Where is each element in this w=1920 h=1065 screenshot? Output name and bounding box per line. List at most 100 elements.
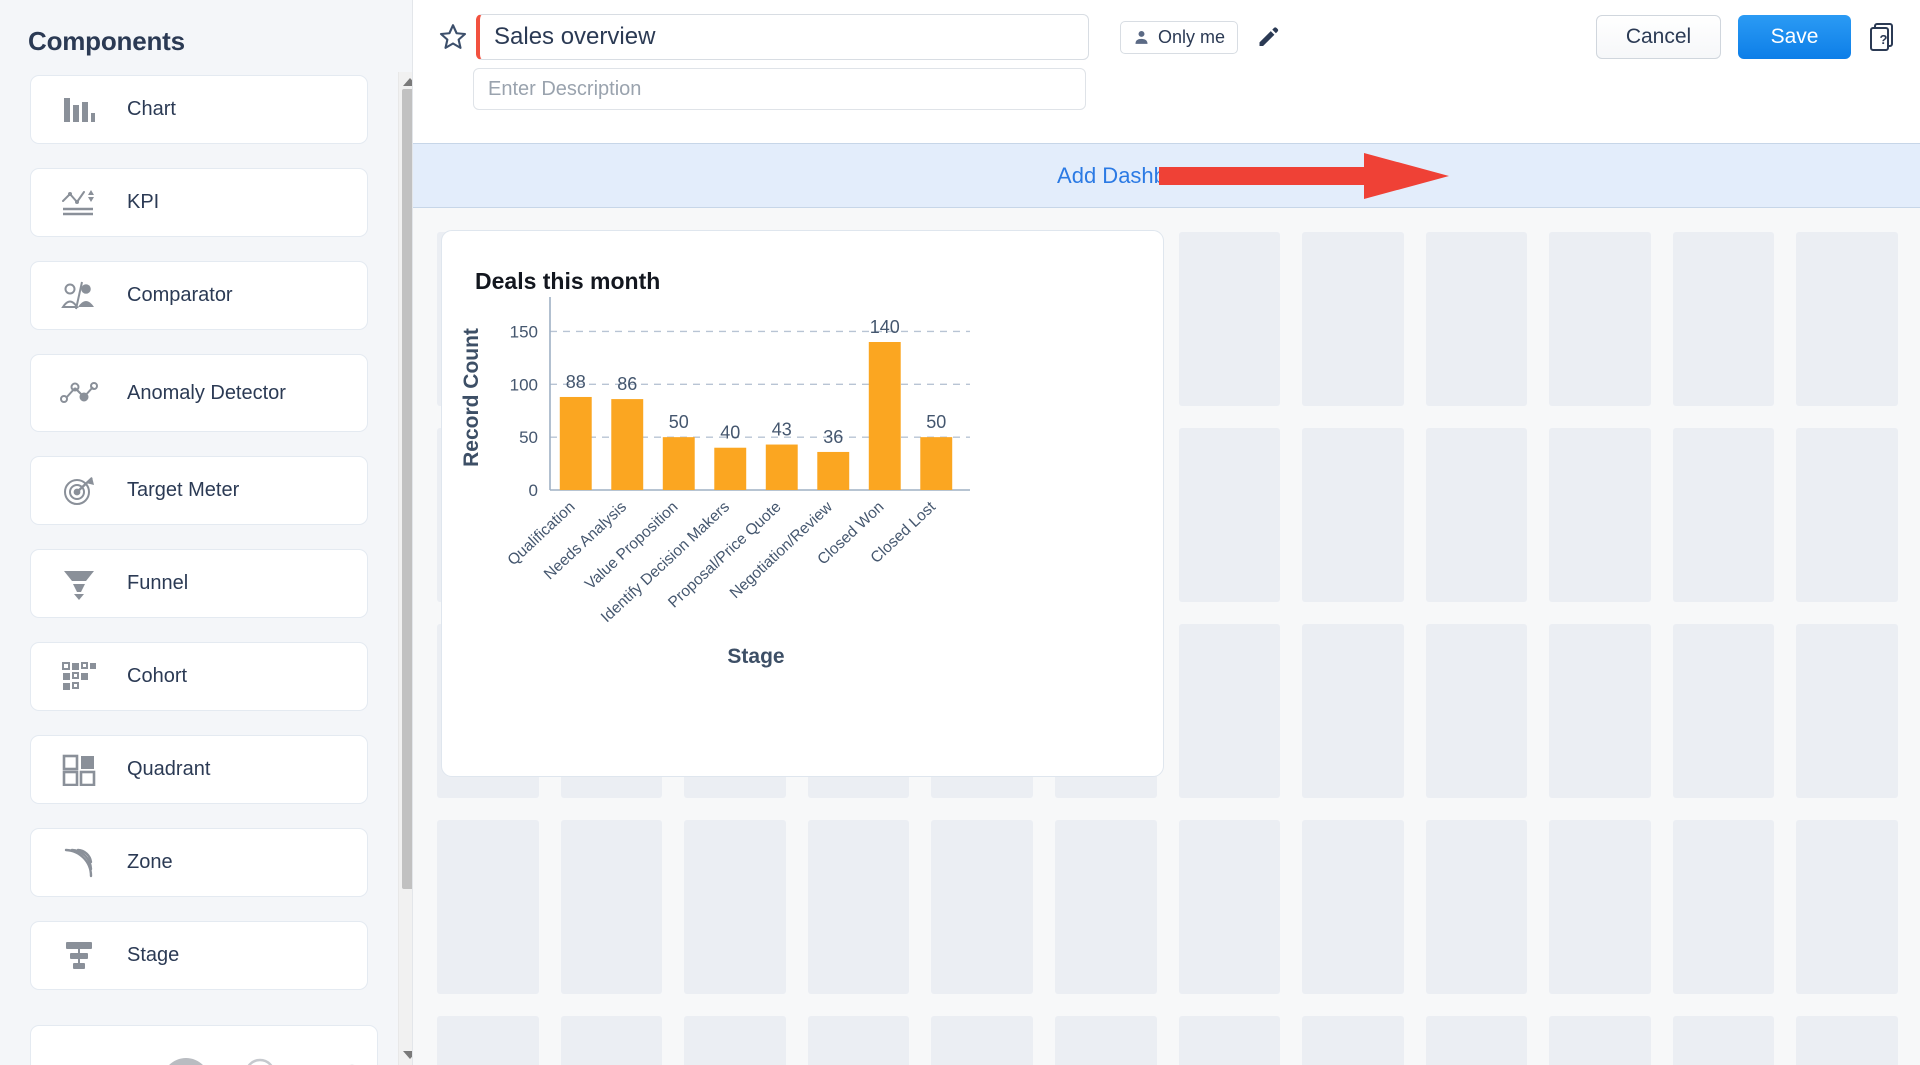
chart-widget-card[interactable]: Deals this month 0 50 100 150 88 86 50 40 43 36 14…	[441, 230, 1164, 777]
grid-placeholder-cell[interactable]	[1302, 1016, 1404, 1065]
grid-placeholder-cell[interactable]	[1425, 624, 1528, 798]
sidebar-item-zone[interactable]: Zone	[30, 828, 368, 897]
scrollbar-thumb[interactable]	[402, 89, 412, 889]
visibility-label: Only me	[1158, 26, 1226, 47]
grid-placeholder-cell[interactable]	[1054, 820, 1157, 994]
chart-plot-area: 0 50 100 150 88 86 50 40 43 36 140 50 Qualification N…	[442, 295, 1163, 775]
grid-placeholder-cell[interactable]	[1796, 624, 1898, 798]
scroll-up-arrow-icon[interactable]	[403, 78, 412, 86]
visibility-selector[interactable]: Only me	[1120, 20, 1239, 54]
kpi-icon	[31, 188, 127, 218]
grid-placeholder-cell[interactable]	[1672, 820, 1775, 994]
svg-text:43: 43	[772, 420, 792, 440]
grid-placeholder-cell[interactable]	[1549, 428, 1651, 602]
sidebar-item-chart[interactable]: Chart	[30, 75, 368, 144]
grid-placeholder-cell[interactable]	[1178, 1016, 1281, 1065]
dashboard-title-input[interactable]	[476, 14, 1089, 60]
grid-placeholder-cell[interactable]	[560, 1016, 663, 1065]
zone-icon	[31, 847, 127, 879]
toolbar-primary-row: Only me Cancel Save ?	[413, 0, 1920, 64]
sidebar-item-anomaly-detector[interactable]: Anomaly Detector	[30, 354, 368, 432]
svg-text:Record Count: Record Count	[460, 328, 483, 467]
svg-text:0: 0	[529, 481, 538, 500]
dashboard-toolbar: Only me Cancel Save ?	[413, 0, 1920, 143]
components-sidebar: Components Chart	[0, 0, 412, 1065]
grid-placeholder-cell[interactable]	[1425, 1016, 1528, 1065]
grid-placeholder-cell[interactable]	[807, 1016, 910, 1065]
grid-placeholder-cell[interactable]	[1796, 428, 1898, 602]
scroll-down-arrow-icon[interactable]	[403, 1051, 412, 1059]
grid-placeholder-cell[interactable]	[1672, 624, 1775, 798]
grid-placeholder-cell[interactable]	[1302, 232, 1404, 406]
svg-text:50: 50	[926, 412, 946, 432]
sidebar-item-cohort[interactable]: Cohort	[30, 642, 368, 711]
grid-placeholder-cell[interactable]	[1549, 232, 1651, 406]
grid-placeholder-cell[interactable]	[1796, 820, 1898, 994]
sidebar-item-funnel[interactable]: Funnel	[30, 549, 368, 618]
toolbar-actions: Cancel Save ?	[1596, 15, 1920, 59]
grid-placeholder-cell[interactable]	[1549, 820, 1651, 994]
grid-placeholder-cell[interactable]	[1672, 1016, 1775, 1065]
grid-placeholder-cell[interactable]	[1178, 232, 1281, 406]
target-meter-icon	[31, 475, 127, 507]
svg-text:36: 36	[823, 427, 843, 447]
sidebar-item-target-meter[interactable]: Target Meter	[30, 456, 368, 525]
edit-pencil-icon[interactable]	[1256, 25, 1280, 49]
grid-placeholder-cell[interactable]	[684, 820, 786, 994]
grid-placeholder-cell[interactable]	[1796, 232, 1898, 406]
grid-placeholder-cell[interactable]	[1425, 232, 1528, 406]
grid-placeholder-cell[interactable]	[1549, 1016, 1651, 1065]
sidebar-scrollbar[interactable]	[398, 72, 412, 1065]
grid-placeholder-cell[interactable]	[684, 1016, 786, 1065]
sidebar-item-label: Stage	[127, 944, 180, 966]
dashboard-canvas: Deals this month 0 50 100 150 88 86 50 40 43 36 14…	[413, 208, 1920, 1065]
add-dashboard-filters-link[interactable]: Add Dashboard Filters	[1057, 162, 1276, 188]
svg-text:50: 50	[669, 412, 689, 432]
grid-placeholder-cell[interactable]	[1796, 1016, 1898, 1065]
svg-text:150: 150	[510, 322, 538, 341]
grid-placeholder-cell[interactable]	[1425, 428, 1528, 602]
sidebar-item-stage[interactable]: Stage	[30, 921, 368, 990]
help-docs-icon[interactable]: ?	[1868, 22, 1896, 52]
sidebar-item-partial-next[interactable]	[30, 1025, 378, 1065]
sidebar-item-quadrant[interactable]: Quadrant	[30, 735, 368, 804]
grid-placeholder-cell[interactable]	[1302, 624, 1404, 798]
svg-text:88: 88	[566, 372, 586, 392]
grid-placeholder-cell[interactable]	[1549, 624, 1651, 798]
save-button[interactable]: Save	[1738, 15, 1851, 59]
grid-placeholder-cell[interactable]	[1178, 820, 1281, 994]
sidebar-title: Components	[28, 26, 185, 56]
grid-placeholder-cell[interactable]	[1672, 232, 1775, 406]
bar-chart-icon	[31, 95, 127, 125]
grid-placeholder-cell[interactable]	[1672, 428, 1775, 602]
grid-placeholder-cell[interactable]	[1425, 820, 1528, 994]
grid-placeholder-cell[interactable]	[1302, 820, 1404, 994]
grid-placeholder-cell[interactable]	[437, 820, 539, 994]
add-component-illustration-icon	[169, 1058, 355, 1065]
dashboard-title-field-wrap	[476, 14, 1089, 60]
grid-placeholder-cell[interactable]	[560, 820, 663, 994]
grid-placeholder-cell[interactable]	[931, 1016, 1033, 1065]
grid-placeholder-cell[interactable]	[1178, 428, 1281, 602]
grid-placeholder-cell[interactable]	[437, 1016, 539, 1065]
grid-placeholder-cell[interactable]	[1178, 624, 1281, 798]
cancel-button[interactable]: Cancel	[1596, 15, 1721, 59]
person-icon	[1133, 29, 1150, 46]
quadrant-icon	[31, 754, 127, 786]
sidebar-item-comparator[interactable]: Comparator	[30, 261, 368, 330]
grid-placeholder-cell[interactable]	[1302, 428, 1404, 602]
dashboard-filters-banner: Add Dashboard Filters	[413, 143, 1920, 208]
dashboard-main-panel: Only me Cancel Save ?	[412, 0, 1920, 1065]
grid-placeholder-cell[interactable]	[1054, 1016, 1157, 1065]
sidebar-item-kpi[interactable]: KPI	[30, 168, 368, 237]
stage-icon	[31, 940, 127, 972]
dashboard-description-input[interactable]	[473, 68, 1086, 110]
svg-text:50: 50	[519, 428, 538, 447]
comparator-icon	[31, 281, 127, 311]
grid-placeholder-cell[interactable]	[931, 820, 1033, 994]
sidebar-item-label: Chart	[127, 98, 176, 120]
favorite-star-icon[interactable]	[438, 22, 468, 52]
funnel-icon	[31, 568, 127, 600]
grid-placeholder-cell[interactable]	[807, 820, 910, 994]
